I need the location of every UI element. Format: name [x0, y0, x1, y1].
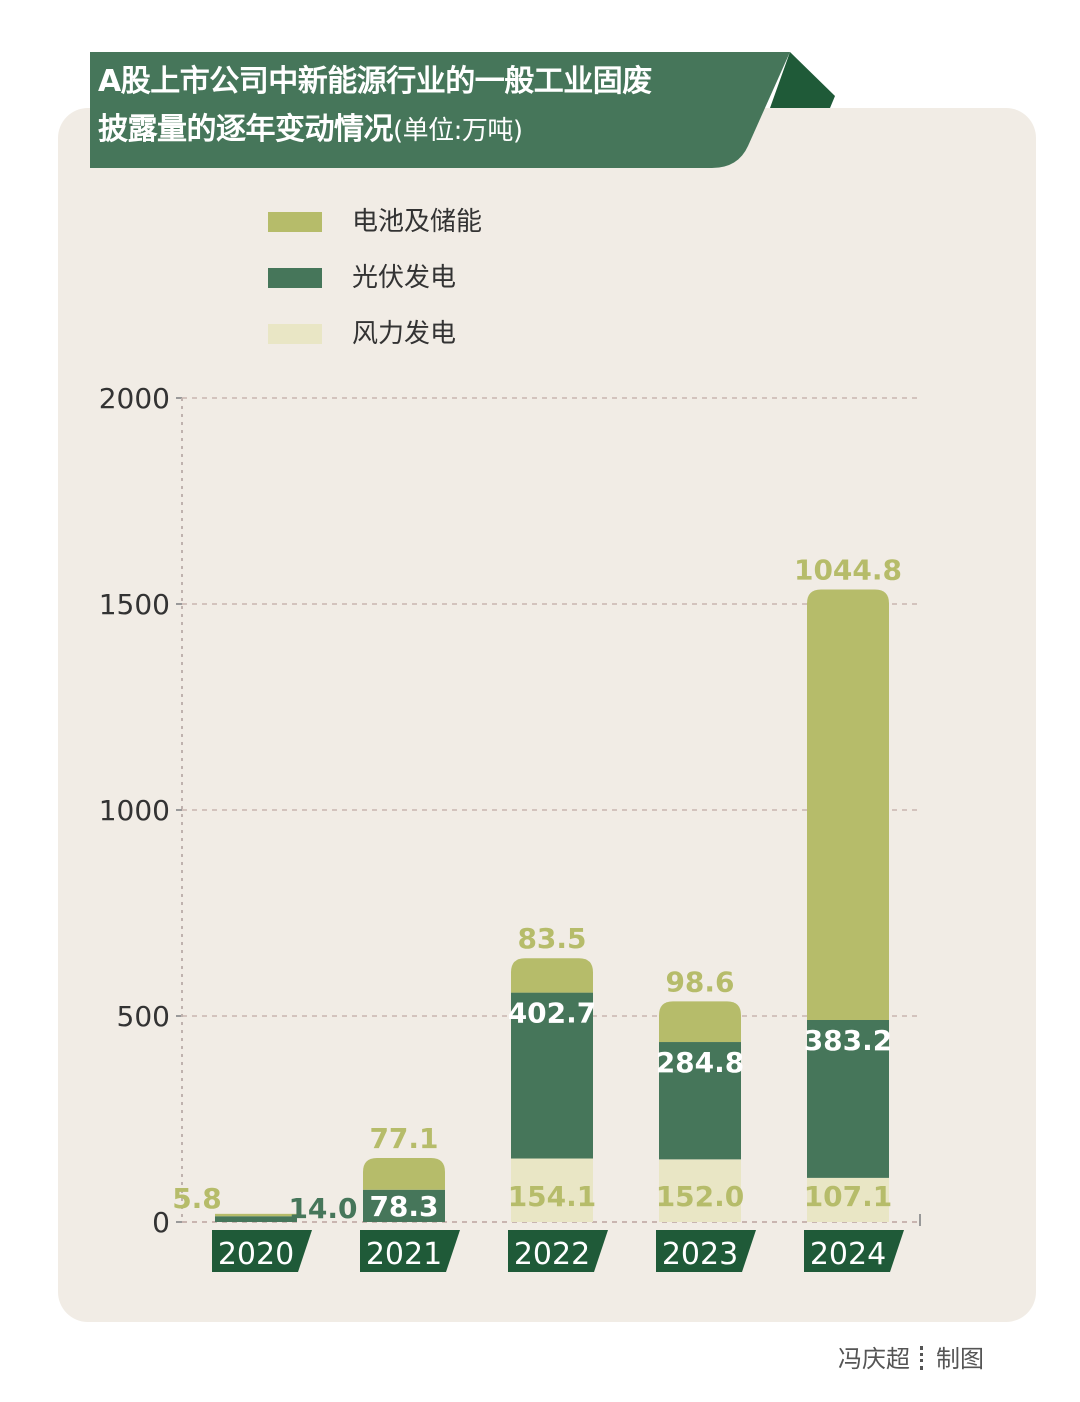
- y-tick-label-0: 0: [152, 1206, 170, 1239]
- data-label-pv-2023: 284.8: [656, 1046, 745, 1079]
- credit: 冯庆超 制图: [838, 1342, 984, 1376]
- x-tick-label-2022: 2022: [514, 1237, 590, 1272]
- bar-wind-2024: [807, 1177, 889, 1222]
- title-banner: [90, 52, 835, 168]
- x-tab-2023: [656, 1230, 756, 1272]
- legend-label-battery: 电池及储能: [352, 207, 483, 237]
- bar-wind-2022: [511, 1158, 593, 1222]
- data-label-wind-2024: 107.1: [804, 1180, 893, 1213]
- legend-label-wind: 风力发电: [352, 319, 457, 349]
- bar-battery-2022: [511, 958, 593, 993]
- chart-title: A股上市公司中新能源行业的一般工业固废 披露量的逐年变动情况(单位:万吨): [98, 58, 652, 155]
- x-tab-2021: [360, 1230, 460, 1272]
- legend-swatch-wind: [268, 324, 322, 344]
- x-tab-2022: [508, 1230, 608, 1272]
- bar-wind-2023: [659, 1159, 741, 1222]
- data-label-battery-2023: 98.6: [665, 965, 734, 998]
- legend-swatch-battery: [268, 212, 322, 232]
- legend-swatch-pv: [268, 268, 322, 288]
- data-label-battery-2021: 77.1: [369, 1122, 438, 1155]
- title-line-2: 披露量的逐年变动情况(单位:万吨): [98, 106, 652, 155]
- data-label-battery-2024: 1044.8: [794, 554, 902, 587]
- x-tab-2020: [212, 1230, 312, 1272]
- x-tick-label-2024: 2024: [810, 1237, 886, 1272]
- credit-author: 冯庆超: [838, 1345, 910, 1373]
- data-label-wind-2023: 152.0: [656, 1180, 745, 1213]
- title-unit: (单位:万吨): [393, 116, 523, 146]
- data-label-pv-2024: 383.2: [804, 1024, 893, 1057]
- x-tick-label-2020: 2020: [218, 1237, 294, 1272]
- bar-pv-2021: [363, 1189, 445, 1222]
- bar-pv-2023: [659, 1042, 741, 1160]
- bar-battery-2023: [659, 1001, 741, 1043]
- bar-battery-2024: [807, 589, 889, 1020]
- title-line-1: A股上市公司中新能源行业的一般工业固废: [98, 64, 652, 99]
- x-tab-2024: [804, 1230, 904, 1272]
- bar-battery-2021: [363, 1157, 445, 1190]
- data-label-wind-2022: 154.1: [508, 1180, 597, 1213]
- y-tick-label-1000: 1000: [99, 794, 170, 827]
- credit-separator: [920, 1346, 926, 1370]
- data-label-pv-2020: 14.0: [288, 1192, 357, 1225]
- bar-pv-2022: [511, 992, 593, 1159]
- data-label-battery-2020: 5.8: [172, 1182, 222, 1215]
- x-tick-label-2021: 2021: [366, 1237, 442, 1272]
- bar-pv-2024: [807, 1019, 889, 1178]
- data-label-battery-2022: 83.5: [517, 922, 586, 955]
- y-tick-label-500: 500: [117, 1000, 170, 1033]
- data-label-pv-2021: 78.3: [369, 1190, 438, 1223]
- bar-battery-2020: [215, 1213, 297, 1217]
- title-banner-fold: [770, 52, 835, 108]
- title-banner-shape: [90, 52, 790, 168]
- x-tick-label-2023: 2023: [662, 1237, 738, 1272]
- y-tick-label-2000: 2000: [99, 382, 170, 415]
- y-tick-label-1500: 1500: [99, 588, 170, 621]
- title-line-2-text: 披露量的逐年变动情况: [98, 112, 394, 147]
- data-label-pv-2022: 402.7: [508, 997, 597, 1030]
- bar-pv-2020: [215, 1216, 297, 1222]
- legend-label-pv: 光伏发电: [352, 263, 457, 293]
- credit-role: 制图: [936, 1345, 984, 1373]
